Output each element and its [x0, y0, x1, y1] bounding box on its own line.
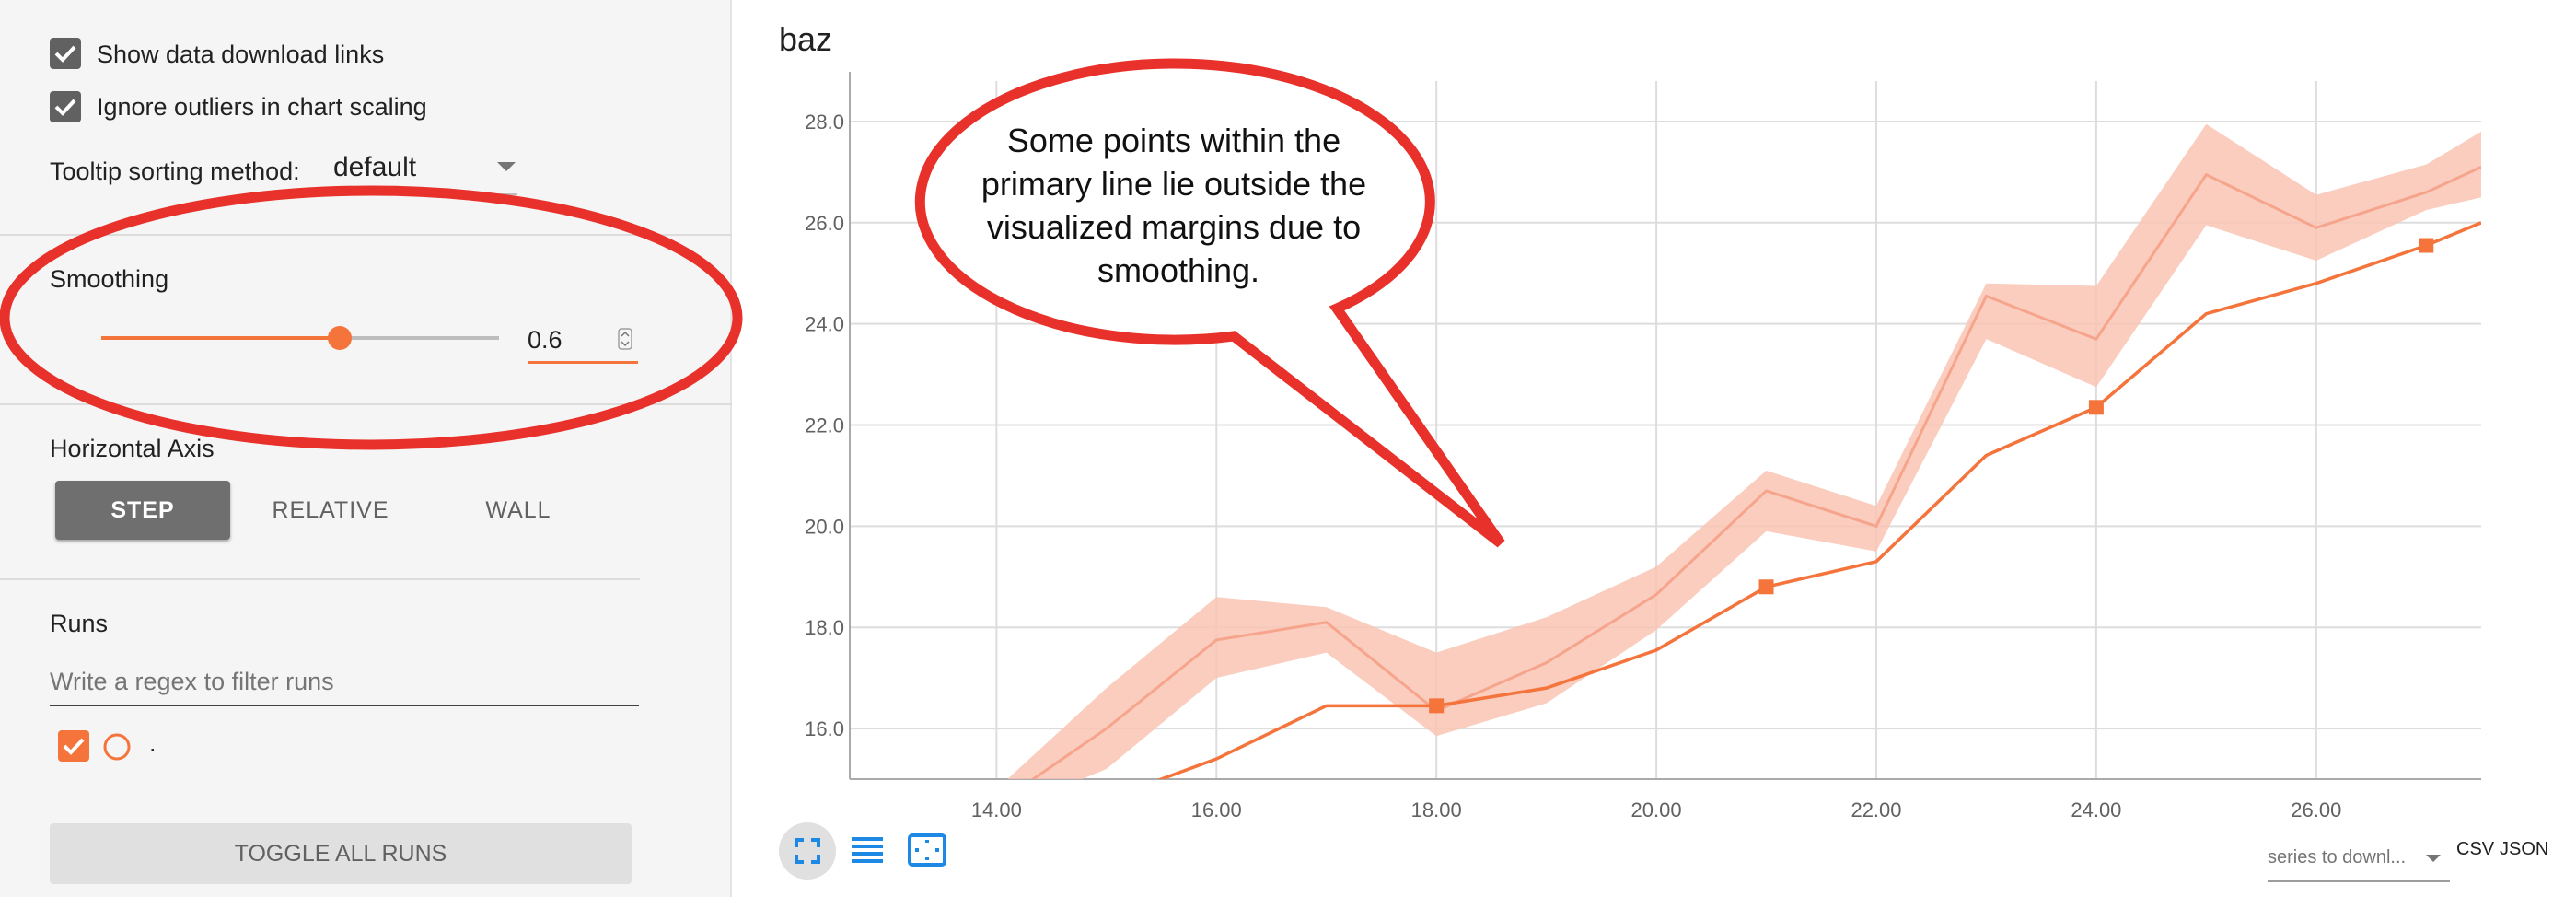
tooltip-sorting-select[interactable]: default: [333, 147, 517, 195]
runs-label: Runs: [50, 610, 109, 637]
chart-card: baz 14.00 16.00 18.00 20.00 22.00 24.00 26.00 1…: [734, 0, 2576, 897]
toggle-log-scale-button[interactable]: [839, 822, 896, 880]
smoothed-series-line: [1156, 221, 2481, 779]
divider: [0, 403, 732, 405]
x-tick-label: 16.00: [1191, 798, 1242, 821]
y-tick-label: 20.0: [805, 515, 844, 538]
data-point-marker: [2419, 238, 2434, 253]
smoothing-slider-fill: [101, 336, 340, 340]
run-name: .: [149, 729, 157, 757]
y-tick-label: 22.0: [805, 414, 844, 437]
divider: [0, 578, 640, 580]
smoothing-slider-knob[interactable]: [328, 326, 352, 350]
y-tick-label: 28.0: [805, 111, 844, 134]
divider: [0, 234, 732, 236]
series-download-select[interactable]: series to downl...: [2268, 840, 2450, 882]
chevron-down-icon: [2426, 855, 2441, 862]
smoothing-label: Smoothing: [50, 265, 169, 293]
tooltip-sorting-value: default: [333, 152, 417, 182]
csv-link[interactable]: CSV: [2456, 839, 2495, 859]
toggle-all-runs-button[interactable]: TOGGLE ALL RUNS: [50, 823, 632, 884]
chart-title: baz: [779, 20, 833, 58]
spinner-arrows-icon[interactable]: [618, 328, 632, 350]
axis-wall-button[interactable]: WALL: [485, 497, 551, 523]
axis-relative-button[interactable]: RELATIVE: [272, 497, 389, 523]
expand-chart-button[interactable]: [779, 822, 836, 880]
data-point-marker: [1758, 579, 1774, 595]
runs-filter-input[interactable]: Write a regex to filter runs: [50, 658, 639, 706]
run-checkbox[interactable]: [58, 730, 89, 762]
x-tick-label: 26.00: [2291, 798, 2341, 821]
show-download-links-checkbox[interactable]: [50, 38, 81, 69]
x-tick-label: 14.00: [971, 798, 1022, 821]
horizontal-axis-label: Horizontal Axis: [50, 435, 215, 462]
y-tick-label: 16.0: [805, 717, 844, 740]
plot-area: [1007, 123, 2481, 779]
check-icon: [54, 99, 76, 116]
run-color-circle-icon[interactable]: [102, 732, 132, 762]
axis-step-button[interactable]: STEP: [55, 481, 230, 540]
line-chart[interactable]: 14.00 16.00 18.00 20.00 22.00 24.00 26.00 16.0 1…: [734, 0, 2576, 897]
x-tick-label: 20.00: [1631, 798, 1682, 821]
smoothing-input[interactable]: 0.6: [528, 320, 638, 364]
x-tick-label: 18.00: [1411, 798, 1462, 821]
show-download-links-label: Show data download links: [97, 41, 385, 68]
y-tick-label: 18.0: [805, 616, 844, 639]
series-download-placeholder: series to downl...: [2268, 847, 2407, 868]
json-link[interactable]: JSON: [2500, 839, 2549, 859]
y-tick-label: 26.0: [805, 212, 844, 235]
check-icon: [63, 738, 85, 755]
expand-icon: [795, 838, 820, 864]
y-tick-label: 24.0: [805, 313, 844, 336]
error-band: [1007, 123, 2481, 779]
sidebar: Show data download links Ignore outliers…: [0, 0, 732, 897]
raw-series-line: [1030, 166, 2481, 779]
data-point-marker: [2088, 400, 2104, 415]
ignore-outliers-checkbox[interactable]: [50, 91, 81, 122]
ignore-outliers-label: Ignore outliers in chart scaling: [97, 93, 427, 121]
smoothing-slider[interactable]: [101, 324, 499, 352]
data-point-marker: [1429, 698, 1445, 714]
x-tick-label: 24.00: [2071, 798, 2121, 821]
x-tick-label: 22.00: [1851, 798, 1901, 821]
fit-domain-icon: [908, 833, 946, 867]
fit-domain-button[interactable]: [899, 822, 956, 880]
runs-filter-placeholder: Write a regex to filter runs: [50, 668, 334, 695]
check-icon: [54, 45, 76, 63]
tooltip-sorting-label: Tooltip sorting method:: [50, 157, 300, 185]
smoothing-value: 0.6: [528, 326, 563, 354]
chevron-down-icon: [497, 162, 516, 171]
list-icon: [852, 837, 883, 863]
